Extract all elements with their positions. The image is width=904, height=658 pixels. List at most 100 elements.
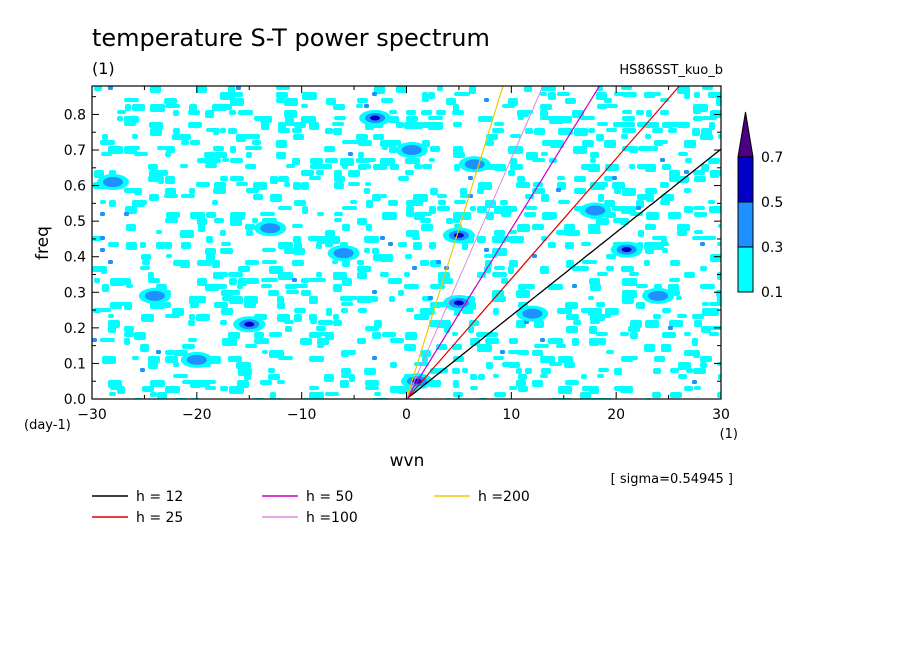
power-cell (652, 392, 661, 398)
power-cell (597, 272, 608, 276)
power-cell (693, 110, 701, 114)
power-cell (717, 392, 721, 398)
power-cell (308, 236, 319, 241)
power-cell (556, 188, 561, 192)
power-feature (453, 232, 464, 238)
power-cell (468, 176, 473, 180)
power-cell (596, 134, 604, 141)
power-cell (326, 98, 336, 105)
power-cell (588, 164, 600, 172)
legend-label: h =200 (478, 489, 530, 505)
power-cell (566, 326, 578, 333)
power-cell (462, 368, 468, 373)
power-cell (260, 212, 275, 216)
power-cell (646, 194, 654, 202)
power-cell (188, 110, 200, 115)
power-cell (230, 158, 243, 163)
power-cell (164, 302, 171, 308)
power-cell (302, 92, 317, 100)
dispersion-curves (405, 86, 721, 399)
power-cell (237, 212, 246, 216)
power-cell (557, 176, 565, 180)
power-cell (198, 224, 205, 232)
power-cell (268, 248, 275, 252)
power-cell (388, 242, 393, 246)
power-cell (364, 188, 370, 194)
power-cell (518, 116, 524, 120)
power-cell (348, 152, 353, 156)
power-cell (181, 242, 191, 249)
power-cell (229, 92, 243, 97)
power-cell (596, 302, 605, 307)
power-cell (214, 182, 226, 189)
power-cell (469, 86, 476, 94)
legend-label: h = 25 (136, 510, 183, 526)
power-cell (142, 386, 154, 392)
legend-label: h = 12 (136, 489, 183, 505)
power-cell (645, 188, 657, 194)
power-cell (628, 326, 640, 332)
x-unit-label: (1) (720, 427, 738, 442)
power-cell (348, 182, 360, 186)
power-cell (540, 104, 552, 110)
power-cell (693, 206, 705, 210)
power-cell (660, 200, 670, 205)
power-cell (204, 152, 215, 158)
power-cell (709, 122, 715, 130)
power-cell (621, 122, 635, 127)
power-cell (548, 338, 563, 344)
power-cell (94, 170, 104, 178)
power-cell (301, 290, 311, 296)
power-cell (429, 158, 435, 162)
power-cell (438, 200, 446, 205)
power-cell (494, 122, 504, 126)
power-cell (300, 338, 312, 345)
power-cell (117, 278, 131, 285)
power-cell (342, 224, 350, 231)
power-cell (486, 134, 498, 140)
power-cell (660, 110, 669, 115)
power-cell (102, 284, 109, 292)
power-cell (180, 134, 191, 140)
power-cell (653, 368, 661, 374)
power-cell (462, 242, 468, 250)
power-cell (173, 374, 188, 378)
power-cell (518, 386, 528, 392)
power-cell (492, 128, 504, 133)
power-cell (182, 344, 195, 349)
power-cell (381, 98, 393, 103)
power-feature (333, 248, 354, 259)
power-cell (598, 368, 609, 372)
power-cell (452, 368, 460, 374)
power-cell (606, 254, 616, 259)
power-cell (676, 296, 682, 300)
power-cell (692, 314, 704, 319)
power-cell (286, 290, 299, 294)
power-cell (596, 332, 608, 336)
power-cell (534, 320, 544, 328)
power-cell (100, 212, 105, 216)
x-axis-label: wvn (390, 451, 425, 471)
power-cell (348, 170, 360, 177)
power-cell (165, 350, 175, 355)
power-cell (332, 122, 344, 126)
power-cell (668, 122, 679, 127)
y-tick-label: 0.5 (64, 214, 86, 230)
power-cell (268, 290, 279, 296)
power-cell (148, 164, 158, 170)
power-cell (92, 236, 102, 241)
power-cell (365, 182, 371, 186)
power-cell (301, 182, 309, 190)
power-cell (644, 92, 655, 98)
power-cell (452, 332, 458, 336)
power-cell (382, 212, 397, 220)
power-cell (94, 86, 102, 91)
power-cell (172, 194, 178, 198)
power-cell (294, 200, 306, 206)
power-cell (684, 140, 696, 148)
power-cell (486, 212, 494, 220)
power-cell (398, 290, 404, 296)
power-cell (654, 140, 663, 146)
power-cell (446, 218, 453, 224)
power-cell (420, 212, 432, 216)
